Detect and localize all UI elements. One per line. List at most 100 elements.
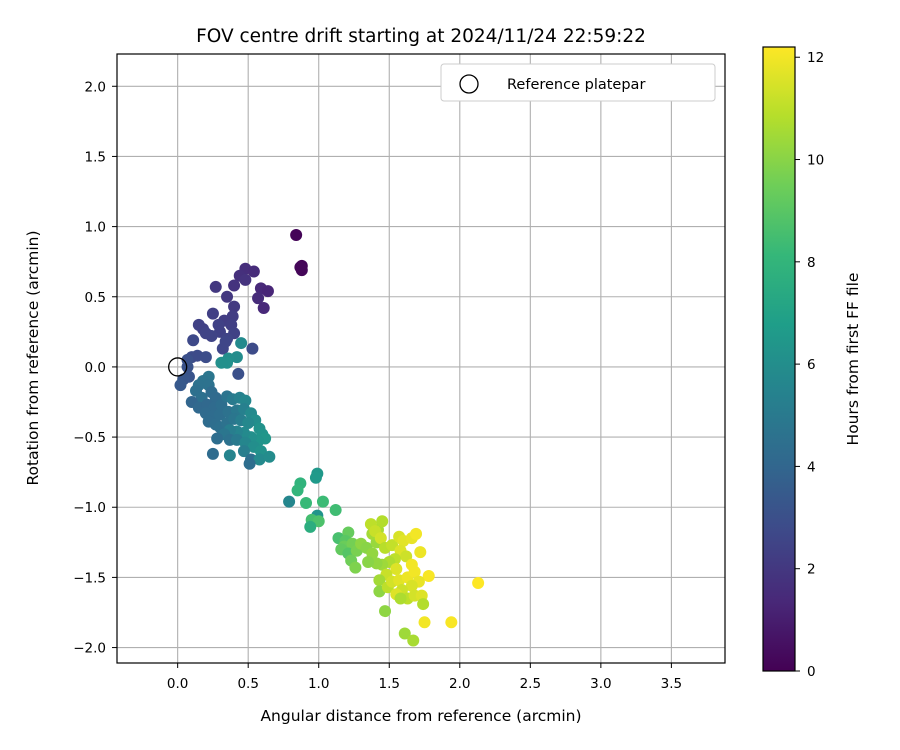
- data-point: [187, 334, 200, 347]
- y-tick-label: −1.5: [73, 570, 106, 586]
- data-point: [472, 577, 485, 590]
- y-tick-label: −1.0: [73, 500, 106, 516]
- x-tick-label: 1.0: [308, 676, 329, 692]
- data-point: [174, 379, 187, 392]
- data-point: [376, 515, 389, 528]
- data-point: [291, 484, 304, 497]
- data-point: [418, 616, 431, 629]
- data-point: [215, 356, 228, 369]
- colorbar-tick-label: 12: [807, 50, 824, 66]
- data-point: [206, 447, 219, 460]
- data-point: [235, 337, 248, 350]
- x-axis-ticks: 0.0 0.5 1.0 1.5 2.0 2.5 3.0 3.5: [167, 663, 682, 692]
- legend-marker: [459, 74, 479, 94]
- data-point: [394, 592, 407, 605]
- data-point: [312, 515, 325, 528]
- data-point: [206, 307, 219, 320]
- data-point: [410, 527, 423, 540]
- data-point: [390, 562, 403, 575]
- data-point: [211, 432, 224, 445]
- x-tick-label: 0.5: [237, 676, 258, 692]
- data-point: [228, 300, 241, 313]
- data-point: [239, 273, 252, 286]
- data-point: [223, 449, 236, 462]
- legend-box: [440, 63, 716, 102]
- data-point: [405, 579, 418, 592]
- data-point: [379, 605, 392, 618]
- data-point: [329, 504, 342, 517]
- colorbar-ticks: 0 2 4 6 8 10 12: [795, 50, 824, 680]
- colorbar-label: Hours from first FF file: [844, 273, 862, 446]
- data-point: [362, 555, 375, 568]
- data-point: [408, 565, 421, 578]
- x-tick-label: 0.0: [167, 676, 188, 692]
- data-point: [445, 616, 458, 629]
- data-point: [398, 627, 411, 640]
- y-tick-label: 1.0: [85, 220, 106, 236]
- data-point: [283, 495, 296, 508]
- grid-lines: [117, 54, 725, 663]
- colorbar: [762, 46, 796, 672]
- plot-frame: [116, 53, 726, 664]
- data-point: [237, 445, 250, 458]
- data-point: [414, 546, 427, 559]
- data-point: [290, 229, 303, 242]
- data-point: [417, 598, 430, 611]
- reference-platepar-marker: [168, 357, 188, 377]
- colorbar-tick-label: 8: [807, 255, 816, 271]
- y-tick-label: −0.5: [73, 430, 106, 446]
- data-point: [252, 292, 265, 305]
- data-point: [257, 301, 270, 314]
- data-point: [232, 367, 245, 380]
- colorbar-tick-label: 10: [807, 153, 824, 169]
- y-tick-label: −2.0: [73, 641, 106, 657]
- data-point: [294, 261, 307, 274]
- data-point: [205, 330, 218, 343]
- data-point: [407, 634, 420, 647]
- data-point: [221, 290, 234, 303]
- data-point: [400, 550, 413, 563]
- data-point: [373, 574, 386, 587]
- y-tick-label: 0.0: [85, 360, 106, 376]
- data-point: [261, 285, 274, 298]
- data-points: [174, 229, 485, 647]
- y-tick-label: 1.5: [85, 149, 106, 165]
- x-tick-label: 1.5: [379, 676, 400, 692]
- data-point: [246, 342, 259, 355]
- data-point: [316, 495, 329, 508]
- y-axis-ticks: 2.0 1.5 1.0 0.5 0.0 −0.5 −1.0 −1.5 −2.0: [73, 79, 117, 657]
- data-point: [374, 532, 387, 545]
- data-point: [242, 417, 255, 430]
- colorbar-tick-label: 6: [807, 357, 816, 373]
- chart-title: FOV centre drift starting at 2024/11/24 …: [196, 26, 646, 47]
- data-point: [309, 471, 322, 484]
- x-tick-label: 3.5: [661, 676, 682, 692]
- data-point: [253, 453, 266, 466]
- data-point: [349, 561, 362, 574]
- colorbar-tick-label: 4: [807, 459, 816, 475]
- data-point: [422, 570, 435, 582]
- data-point: [181, 360, 194, 373]
- data-point: [228, 279, 241, 292]
- data-point: [263, 450, 276, 463]
- colorbar-tick-label: 2: [807, 562, 816, 578]
- data-point: [247, 265, 260, 278]
- data-point: [300, 497, 313, 510]
- data-point: [209, 280, 222, 293]
- x-axis-label: Angular distance from reference (arcmin): [260, 707, 581, 725]
- data-point: [199, 351, 212, 364]
- y-axis-label: Rotation from reference (arcmin): [24, 230, 42, 485]
- data-point: [386, 539, 399, 552]
- colorbar-tick-label: 0: [807, 664, 816, 680]
- y-tick-label: 2.0: [85, 79, 106, 95]
- data-point: [304, 520, 317, 533]
- legend: Reference platepar: [440, 63, 716, 102]
- legend-label: Reference platepar: [507, 77, 645, 93]
- data-point: [243, 457, 256, 470]
- data-point: [219, 335, 232, 348]
- x-tick-label: 2.5: [520, 676, 541, 692]
- x-tick-label: 2.0: [449, 676, 470, 692]
- x-tick-label: 3.0: [590, 676, 611, 692]
- y-tick-label: 0.5: [85, 290, 106, 306]
